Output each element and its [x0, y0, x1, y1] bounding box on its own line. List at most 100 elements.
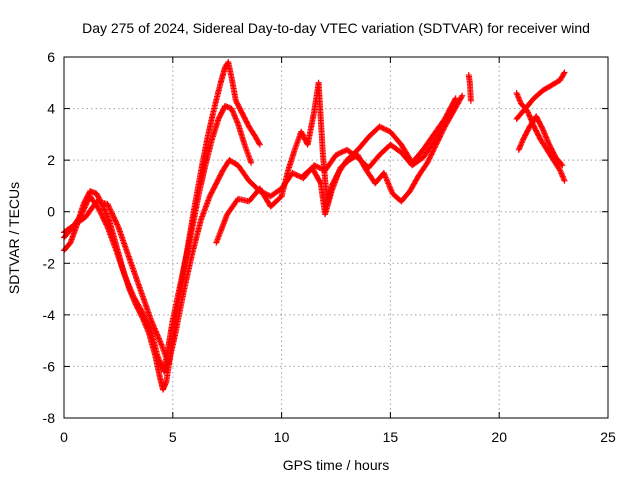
data-point-dense — [431, 145, 438, 152]
data-point-dense — [81, 205, 88, 212]
data-point-dense — [434, 138, 441, 145]
x-tick-label: 20 — [491, 429, 507, 445]
data-point-dense — [140, 310, 147, 317]
data-point-dense — [290, 170, 297, 177]
data-point-dense — [438, 130, 445, 137]
x-axis-label: GPS time / hours — [283, 457, 390, 473]
data-point-dense — [426, 155, 433, 162]
data-point-dense — [539, 124, 546, 131]
data-point-dense — [439, 129, 446, 136]
data-point-dense — [425, 156, 432, 163]
data-point-dense — [379, 124, 386, 131]
chart-title: Day 275 of 2024, Sidereal Day-to-day VTE… — [82, 20, 590, 36]
data-point-dense — [335, 150, 342, 157]
data-point-dense — [112, 218, 119, 225]
data-point — [289, 170, 296, 177]
data-point-dense — [429, 148, 436, 155]
y-axis-label: SDTVAR / TECUs — [6, 182, 22, 294]
data-point-dense — [142, 316, 149, 323]
data-point-dense — [337, 150, 344, 157]
data-point-dense — [99, 214, 106, 221]
data-point-dense — [437, 131, 444, 138]
data-point-dense — [427, 152, 434, 159]
data-point-dense — [437, 133, 444, 140]
data-point-dense — [101, 218, 108, 225]
data-point-dense — [435, 137, 442, 144]
y-tick-label: 0 — [47, 204, 55, 220]
data-point-dense — [313, 163, 320, 170]
y-tick-label: -4 — [43, 307, 56, 323]
data-point-dense — [339, 148, 346, 155]
data-point-dense — [429, 150, 436, 157]
data-point-dense — [315, 164, 322, 171]
data-point-dense — [292, 171, 299, 178]
data-point — [139, 309, 146, 316]
data-point — [256, 141, 263, 148]
data-point-dense — [140, 312, 147, 319]
data-point-dense — [294, 172, 301, 179]
x-tick-label: 25 — [600, 429, 616, 445]
data-point-dense — [114, 221, 121, 228]
data-point-dense — [81, 204, 88, 211]
data-points — [61, 59, 568, 393]
data-point-dense — [100, 215, 107, 222]
data-point-dense — [440, 126, 447, 133]
data-point-dense — [458, 93, 465, 100]
data-point-dense — [451, 96, 458, 103]
data-point — [104, 200, 111, 207]
x-tick-label: 0 — [60, 429, 68, 445]
data-point-dense — [107, 206, 114, 213]
y-tick-label: -8 — [43, 410, 56, 426]
data-point — [376, 123, 383, 130]
data-point-dense — [558, 161, 565, 168]
data-point-dense — [338, 149, 345, 156]
data-point-dense — [107, 207, 114, 214]
data-point-dense — [106, 205, 113, 212]
data-point — [561, 69, 568, 76]
data-point-dense — [79, 208, 86, 215]
data-point-dense — [441, 125, 448, 132]
data-point-dense — [97, 208, 104, 215]
data-point-dense — [82, 202, 89, 209]
data-point-dense — [296, 173, 303, 180]
data-point-dense — [381, 126, 388, 133]
data-point-dense — [101, 217, 108, 224]
data-point-dense — [80, 207, 87, 214]
data-point-dense — [432, 143, 439, 150]
data-point-dense — [425, 158, 432, 165]
data-point — [333, 151, 339, 158]
data-point — [248, 159, 255, 166]
y-tick-label: 4 — [47, 101, 55, 117]
data-point-dense — [317, 179, 324, 186]
data-point-dense — [105, 202, 112, 209]
data-point-dense — [109, 210, 115, 217]
data-point-dense — [99, 213, 106, 220]
data-point-dense — [83, 200, 90, 207]
data-point-dense — [98, 211, 105, 218]
data-point — [433, 141, 440, 148]
data-point-dense — [293, 171, 300, 178]
data-point — [467, 97, 474, 104]
data-point-dense — [97, 210, 104, 217]
data-point-dense — [110, 213, 117, 220]
data-point-dense — [377, 124, 384, 131]
data-point-dense — [102, 220, 109, 227]
data-point-dense — [334, 151, 341, 158]
data-point-dense — [114, 222, 121, 229]
data-point-dense — [112, 217, 119, 224]
data-point-dense — [83, 201, 90, 208]
data-point-dense — [142, 314, 149, 321]
x-tick-label: 15 — [383, 429, 399, 445]
data-point-dense — [110, 214, 117, 221]
y-tick-label: -2 — [43, 255, 56, 271]
data-point-dense — [427, 154, 434, 161]
data-point-dense — [111, 215, 118, 222]
data-point-dense — [431, 144, 438, 151]
y-tick-label: 6 — [47, 49, 55, 65]
data-point — [459, 92, 466, 99]
data-point-dense — [384, 127, 391, 134]
data-point — [561, 177, 568, 184]
data-point-dense — [113, 220, 120, 227]
y-tick-label: -6 — [43, 358, 56, 374]
